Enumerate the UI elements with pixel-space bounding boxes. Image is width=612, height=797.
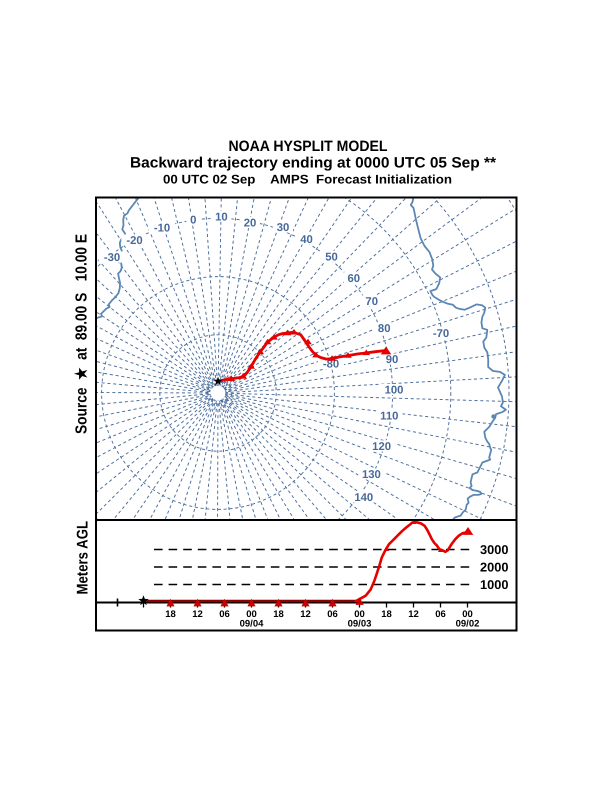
svg-text:NOAA HYSPLIT MODEL: NOAA HYSPLIT MODEL [229, 138, 388, 155]
svg-text:18: 18 [165, 609, 176, 620]
svg-text:1000: 1000 [480, 577, 508, 592]
svg-text:-20: -20 [126, 235, 142, 247]
svg-text:12: 12 [408, 609, 419, 620]
svg-text:100: 100 [385, 385, 404, 397]
svg-text:70: 70 [365, 296, 378, 308]
svg-text:-10: -10 [154, 223, 170, 235]
svg-text:30: 30 [277, 222, 290, 234]
svg-text:06: 06 [219, 609, 230, 620]
svg-text:Source ★ at 89.00 S 10.00: Source ★ at 89.00 S 10.00 E [74, 234, 91, 434]
svg-text:18: 18 [381, 609, 392, 620]
svg-text:06: 06 [327, 609, 338, 620]
svg-text:00 UTC 02 Sep AMPS Forecas: 00 UTC 02 Sep AMPS Forecast Initializati… [163, 173, 452, 187]
svg-text:90: 90 [386, 354, 399, 366]
svg-text:140: 140 [354, 492, 373, 504]
svg-text:130: 130 [362, 469, 381, 481]
svg-text:10: 10 [215, 211, 228, 223]
svg-text:40: 40 [300, 234, 313, 246]
svg-text:110: 110 [380, 410, 398, 422]
svg-text:18: 18 [273, 609, 284, 620]
svg-text:Meters AGL: Meters AGL [75, 521, 92, 595]
svg-text:09/03: 09/03 [348, 619, 372, 630]
svg-text:09/04: 09/04 [240, 619, 264, 630]
svg-text:12: 12 [300, 609, 311, 620]
svg-text:12: 12 [192, 609, 203, 620]
svg-text:60: 60 [348, 273, 361, 285]
svg-text:Backward trajectory ending at: Backward trajectory ending at 0000 UTC 0… [130, 155, 496, 172]
svg-text:-30: -30 [104, 252, 120, 264]
svg-text:50: 50 [325, 251, 338, 263]
svg-text:0: 0 [190, 215, 196, 227]
svg-text:20: 20 [244, 218, 257, 230]
svg-text:3000: 3000 [480, 542, 508, 557]
svg-text:120: 120 [372, 441, 391, 453]
svg-text:2000: 2000 [480, 559, 508, 574]
svg-text:80: 80 [378, 323, 391, 335]
svg-text:09/02: 09/02 [456, 619, 480, 630]
svg-text:-70: -70 [433, 328, 449, 340]
svg-text:06: 06 [435, 609, 446, 620]
